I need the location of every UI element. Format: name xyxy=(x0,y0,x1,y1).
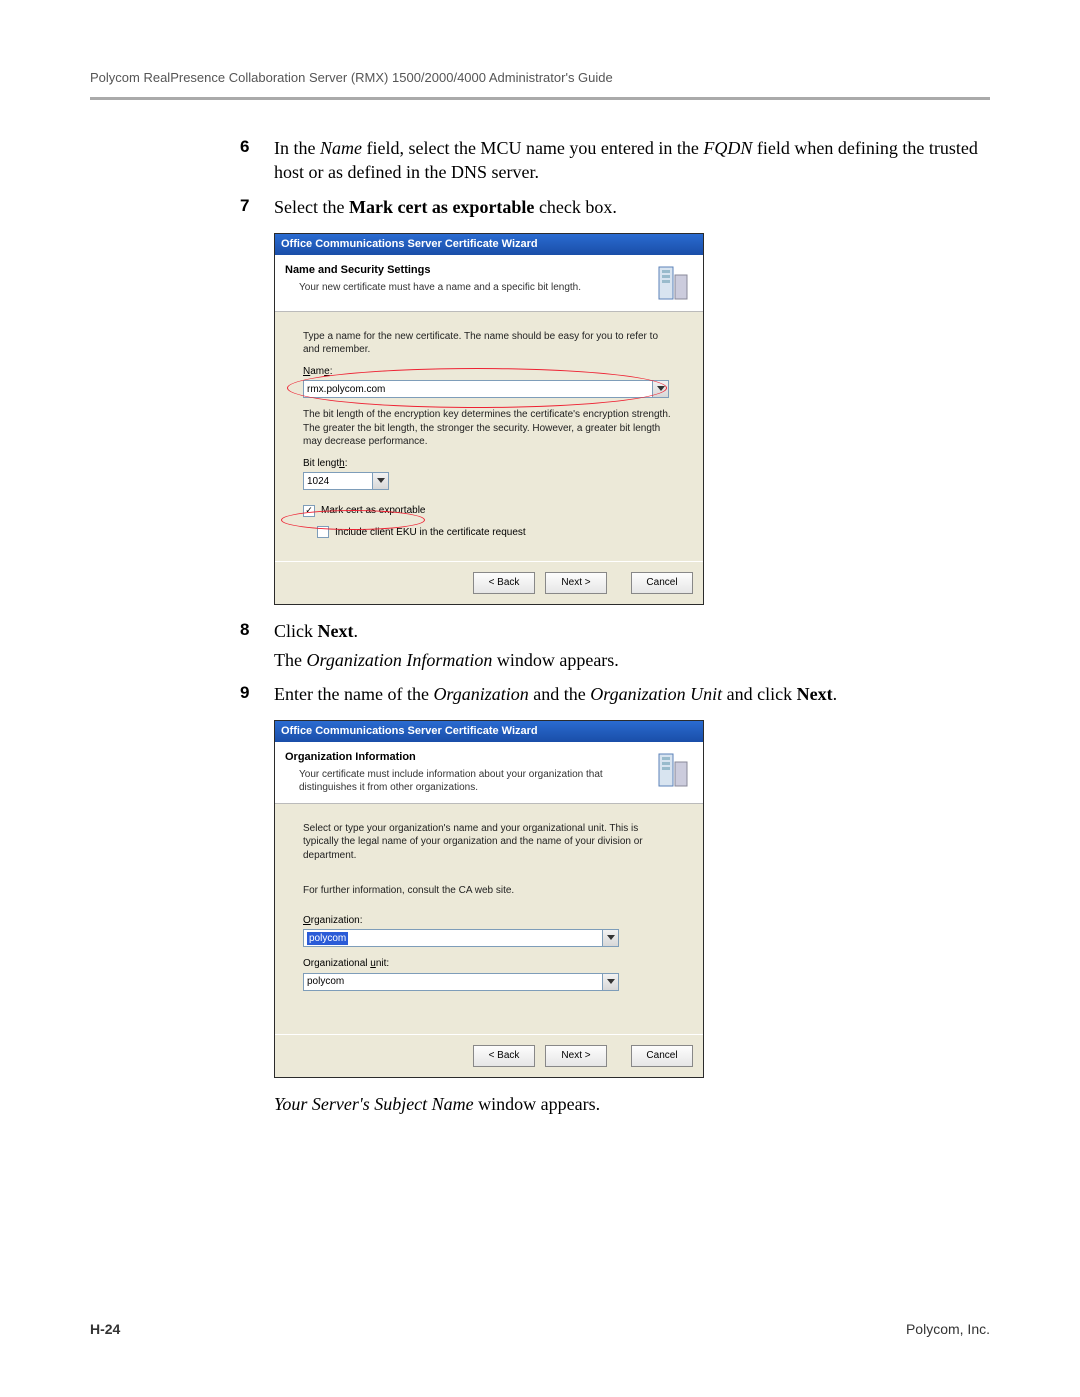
wizard-titlebar: Office Communications Server Certificate… xyxy=(275,234,703,255)
text: window appears. xyxy=(492,650,618,670)
cancel-button[interactable]: Cancel xyxy=(631,1045,693,1067)
orgunit-label: Organizational unit: xyxy=(303,957,675,971)
step-7: 7 Select the Mark cert as exportable che… xyxy=(240,195,990,223)
text: Select the xyxy=(274,197,349,217)
server-icon xyxy=(653,750,693,790)
step-number: 9 xyxy=(240,682,274,710)
text: window appears. xyxy=(474,1094,600,1114)
step-8: 8 Click Next. The Organization Informati… xyxy=(240,619,990,676)
bold-text: Mark cert as exportable xyxy=(349,197,534,217)
exportable-checkbox[interactable]: ✓ xyxy=(303,505,315,517)
eku-checkbox[interactable] xyxy=(317,526,329,538)
wizard-text: Select or type your organization's name … xyxy=(303,822,675,863)
italic-text: Organization Unit xyxy=(590,684,722,704)
wizard-header-sub: Your certificate must include informatio… xyxy=(299,768,653,795)
organization-label: Organization: xyxy=(303,914,675,928)
step-number: 8 xyxy=(240,619,274,676)
text: check box. xyxy=(534,197,616,217)
name-label: Name: xyxy=(303,365,675,379)
next-button[interactable]: Next > xyxy=(545,572,607,594)
wizard-header-sub: Your new certificate must have a name an… xyxy=(299,281,653,295)
cancel-button[interactable]: Cancel xyxy=(631,572,693,594)
wizard-text: The bit length of the encryption key det… xyxy=(303,408,675,449)
text: The xyxy=(274,650,306,670)
field-name-italic: Name xyxy=(320,138,362,158)
checkbox-label: Include client EKU in the certificate re… xyxy=(335,526,526,540)
wizard-header-title: Organization Information xyxy=(285,750,653,765)
checkbox-label: Mark cert as exportable xyxy=(321,504,426,518)
wizard-titlebar: Office Communications Server Certificate… xyxy=(275,721,703,742)
server-icon xyxy=(653,263,693,303)
certificate-wizard-2: Office Communications Server Certificate… xyxy=(274,720,704,1078)
text: Enter the name of the xyxy=(274,684,433,704)
italic-text: Organization xyxy=(433,684,528,704)
page-header: Polycom RealPresence Collaboration Serve… xyxy=(90,70,990,100)
text: and click xyxy=(722,684,796,704)
footer-company: Polycom, Inc. xyxy=(906,1321,990,1337)
field-fqdn-italic: FQDN xyxy=(703,138,752,158)
text: In the xyxy=(274,138,320,158)
wizard-header-title: Name and Security Settings xyxy=(285,263,653,278)
next-button[interactable]: Next > xyxy=(545,1045,607,1067)
text: field, select the MCU name you entered i… xyxy=(362,138,703,158)
text: Click xyxy=(274,621,318,641)
step-number: 6 xyxy=(240,136,274,189)
orgunit-select[interactable] xyxy=(303,973,603,991)
italic-text: Your Server's Subject Name xyxy=(274,1094,474,1114)
dropdown-button[interactable] xyxy=(373,472,389,490)
step-9: 9 Enter the name of the Organization and… xyxy=(240,682,990,710)
back-button[interactable]: < Back xyxy=(473,1045,535,1067)
dropdown-button[interactable] xyxy=(653,380,669,398)
step-number: 7 xyxy=(240,195,274,223)
organization-select[interactable]: polycom xyxy=(303,929,603,947)
page-number: H-24 xyxy=(90,1321,120,1337)
wizard-text: For further information, consult the CA … xyxy=(303,884,675,898)
back-button[interactable]: < Back xyxy=(473,572,535,594)
certificate-wizard-1: Office Communications Server Certificate… xyxy=(274,233,704,605)
text: and the xyxy=(529,684,590,704)
step-6: 6 In the Name field, select the MCU name… xyxy=(240,136,990,189)
follow-text: Your Server's Subject Name window appear… xyxy=(240,1092,990,1120)
dropdown-button[interactable] xyxy=(603,973,619,991)
bold-text: Next xyxy=(797,684,833,704)
text: . xyxy=(353,621,358,641)
wizard-text: Type a name for the new certificate. The… xyxy=(303,330,675,357)
bold-text: Next xyxy=(318,621,354,641)
bitlength-label: Bit length: xyxy=(303,457,675,471)
italic-text: Organization Information xyxy=(306,650,492,670)
bitlength-select[interactable] xyxy=(303,472,373,490)
name-input[interactable] xyxy=(303,380,653,398)
text: . xyxy=(833,684,838,704)
dropdown-button[interactable] xyxy=(603,929,619,947)
